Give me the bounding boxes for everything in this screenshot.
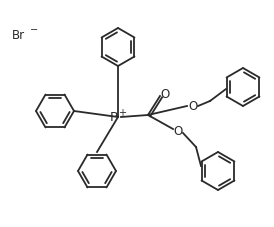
Text: O: O (160, 87, 170, 100)
Text: −: − (30, 25, 38, 35)
Text: Br: Br (12, 28, 25, 41)
Text: P: P (110, 111, 118, 124)
Text: +: + (118, 108, 126, 118)
Text: O: O (188, 100, 198, 113)
Text: O: O (173, 125, 183, 138)
